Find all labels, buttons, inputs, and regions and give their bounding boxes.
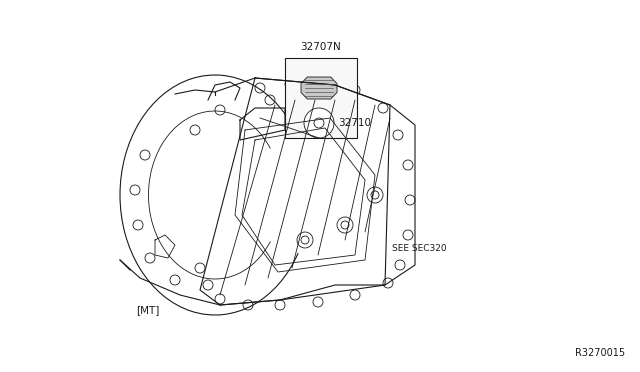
Text: 32707N: 32707N	[301, 42, 341, 52]
Bar	[285, 58, 357, 138]
Circle shape	[304, 108, 334, 138]
Polygon shape	[301, 77, 337, 99]
Text: 32710: 32710	[338, 118, 371, 128]
Text: R3270015: R3270015	[575, 348, 625, 358]
Text: SEE SEC320: SEE SEC320	[392, 244, 447, 253]
Text: [MT]: [MT]	[136, 305, 160, 315]
